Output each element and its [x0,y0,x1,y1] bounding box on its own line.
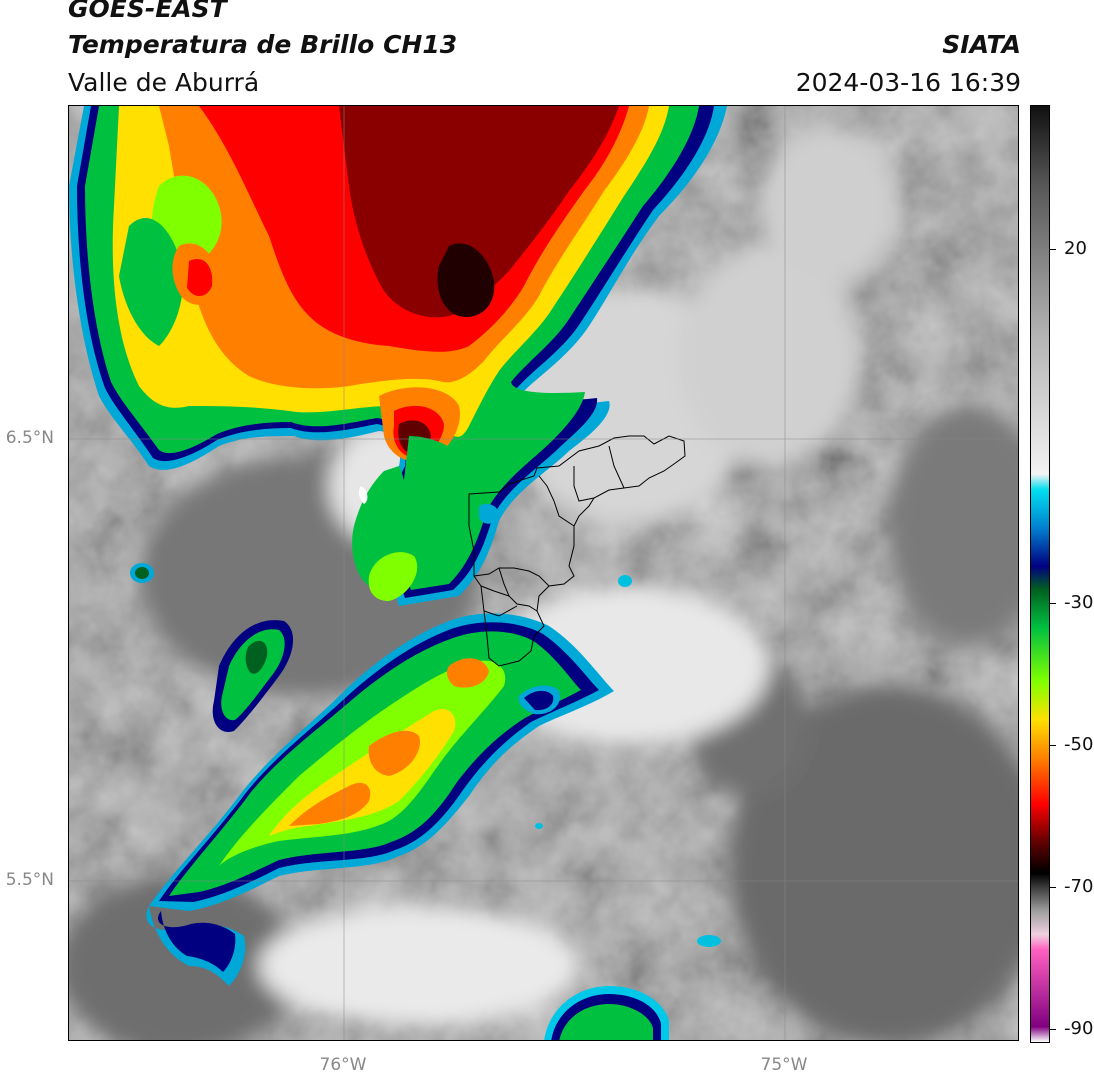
colorbar-label: -70 [1064,876,1094,897]
south-convective-band [146,613,614,986]
lon-label-76w: 76°W [319,1055,367,1075]
isolated-cells [130,486,721,1040]
product-title: Temperatura de Brillo CH13 [68,30,458,59]
brightness-temperature-map[interactable] [68,105,1019,1041]
colorbar-label: -50 [1064,734,1094,755]
lat-label-6-5n: 6.5°N [5,428,54,448]
satellite-title: GOES-EAST [68,0,227,23]
datetime-label: 2024-03-16 16:39 [795,68,1021,97]
colorbar-label: -90 [1064,1018,1094,1039]
colorbar [1030,105,1050,1043]
lat-label-5-5n: 5.5°N [5,870,54,890]
map-canvas [69,106,1018,1040]
region-subtitle: Valle de Aburrá [68,68,260,97]
municipality-boundaries [468,435,686,667]
colorbar-label: 20 [1064,238,1087,259]
map-gridlines [69,106,1018,1040]
colorbar-tick [1050,1029,1056,1030]
colorbar-tick [1050,745,1056,746]
north-convective-cloud [69,106,727,606]
colorbar-tick [1050,249,1056,250]
colorbar-tick [1050,887,1056,888]
colorbar-tick [1050,603,1056,604]
lon-label-75w: 75°W [760,1055,808,1075]
organization-label: SIATA [942,30,1021,59]
colorbar-label: -30 [1064,592,1094,613]
